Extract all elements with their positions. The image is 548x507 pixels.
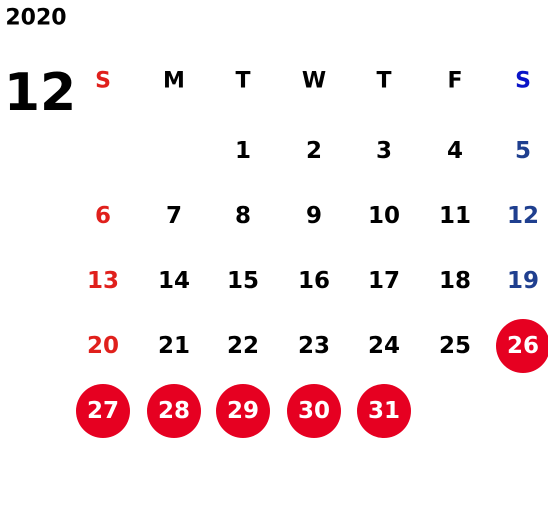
day-number: 29 — [227, 398, 259, 424]
month: 12 — [4, 63, 76, 123]
day-number: 13 — [87, 268, 119, 294]
day-number: 24 — [368, 333, 400, 359]
day-number: 8 — [235, 203, 251, 229]
day-number: 15 — [227, 268, 259, 294]
day-number: 12 — [507, 203, 539, 229]
day-number: 21 — [158, 333, 190, 359]
day-number: 2 — [306, 138, 322, 164]
day-number: 28 — [158, 398, 190, 424]
day-number: 5 — [515, 138, 531, 164]
day-number: 20 — [87, 333, 119, 359]
weekday-label: F — [447, 69, 462, 94]
weekday-label: S — [95, 69, 111, 94]
day-number: 23 — [298, 333, 330, 359]
weekday-label: T — [235, 69, 250, 94]
day-number: 18 — [439, 268, 471, 294]
day-number: 7 — [166, 203, 182, 229]
day-number: 10 — [368, 203, 400, 229]
weekday-label: M — [163, 69, 185, 94]
year: 2020 — [5, 6, 66, 31]
day-highlight — [216, 384, 270, 438]
day-highlight — [496, 319, 548, 373]
day-number: 26 — [507, 333, 539, 359]
day-number: 1 — [235, 138, 251, 164]
day-number: 6 — [95, 203, 111, 229]
day-number: 9 — [306, 203, 322, 229]
day-number: 17 — [368, 268, 400, 294]
day-highlight — [147, 384, 201, 438]
day-number: 3 — [376, 138, 392, 164]
day-highlight — [357, 384, 411, 438]
day-number: 27 — [87, 398, 119, 424]
day-number: 30 — [298, 398, 330, 424]
weekday-label: W — [302, 69, 326, 94]
day-number: 31 — [368, 398, 400, 424]
day-number: 4 — [447, 138, 463, 164]
weekday-label: S — [515, 69, 531, 94]
day-number: 19 — [507, 268, 539, 294]
day-highlight — [76, 384, 130, 438]
weekday-label: T — [376, 69, 391, 94]
day-highlight — [287, 384, 341, 438]
day-number: 22 — [227, 333, 259, 359]
day-number: 14 — [158, 268, 190, 294]
day-number: 25 — [439, 333, 471, 359]
day-number: 16 — [298, 268, 330, 294]
day-number: 11 — [439, 203, 471, 229]
